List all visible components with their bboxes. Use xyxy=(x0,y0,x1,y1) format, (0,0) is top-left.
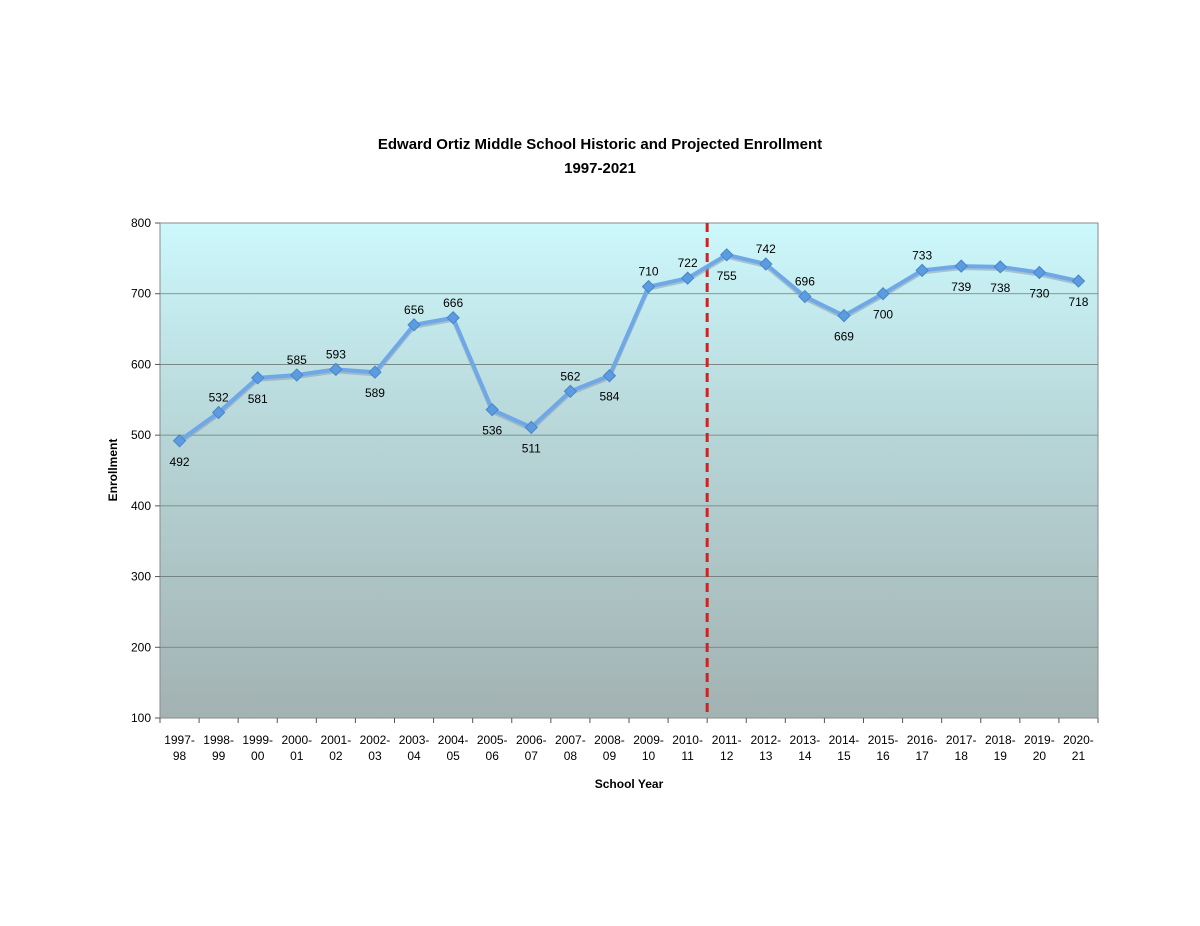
data-point xyxy=(446,311,460,325)
data-point xyxy=(680,271,695,285)
data-label: 722 xyxy=(678,256,698,270)
y-tick-label: 400 xyxy=(131,499,151,513)
data-label: 532 xyxy=(209,391,229,405)
data-point xyxy=(211,405,226,420)
data-point xyxy=(172,434,187,448)
x-tick-label: 1997-98 xyxy=(164,733,195,763)
chart-title: Edward Ortiz Middle School Historic and … xyxy=(377,136,823,153)
data-label: 581 xyxy=(248,392,268,406)
x-tick-label: 2008-09 xyxy=(594,733,625,763)
data-label: 589 xyxy=(365,386,385,400)
data-label: 536 xyxy=(482,424,502,438)
data-point xyxy=(915,263,929,278)
data-label: 593 xyxy=(326,347,346,361)
data-label: 710 xyxy=(639,265,659,279)
data-point xyxy=(563,384,578,399)
x-tick-label: 2016-17 xyxy=(907,733,938,763)
data-label: 584 xyxy=(599,390,619,404)
x-tick-label: 2014-15 xyxy=(829,733,860,763)
x-tick-label: 1999-00 xyxy=(242,733,273,763)
data-label: 585 xyxy=(287,353,307,367)
x-tick-label: 2001-02 xyxy=(321,733,352,763)
data-point xyxy=(641,279,656,294)
data-point xyxy=(251,371,265,385)
data-label: 562 xyxy=(560,369,580,383)
data-label: 700 xyxy=(873,308,893,322)
plot-area xyxy=(159,222,1099,719)
y-tick-label: 700 xyxy=(131,287,151,301)
data-label: 666 xyxy=(443,296,463,310)
data-point xyxy=(329,362,343,377)
data-point xyxy=(407,318,421,332)
x-tick-label: 2012-13 xyxy=(750,733,781,763)
y-tick-label: 200 xyxy=(131,640,151,654)
x-tick-label: 1998-99 xyxy=(203,733,234,763)
x-tick-label: 2002-03 xyxy=(360,733,391,763)
data-point xyxy=(837,308,851,323)
data-point xyxy=(876,287,890,301)
data-label: 755 xyxy=(717,269,737,283)
data-label: 656 xyxy=(404,303,424,317)
data-label: 733 xyxy=(912,248,932,262)
x-tick-label: 2015-16 xyxy=(868,733,899,763)
x-tick-label: 2004-05 xyxy=(438,733,469,763)
data-point xyxy=(1032,265,1047,280)
data-label: 492 xyxy=(170,455,190,469)
x-tick-label: 2013-14 xyxy=(790,733,821,763)
data-label: 739 xyxy=(951,280,971,294)
x-tick-label: 2011-12 xyxy=(712,733,742,763)
data-point xyxy=(798,289,812,304)
x-tick-label: 2018-19 xyxy=(985,733,1016,763)
x-tick-label: 2005-06 xyxy=(477,733,508,763)
data-point xyxy=(290,368,304,382)
x-tick-label: 2000-01 xyxy=(281,733,312,763)
x-tick-label: 2017-18 xyxy=(946,733,977,763)
y-tick-label: 300 xyxy=(131,570,151,584)
series-line xyxy=(178,252,1079,443)
x-tick-label: 2007-08 xyxy=(555,733,586,763)
x-tick-label: 2003-04 xyxy=(399,733,430,763)
x-axis-label: School Year xyxy=(594,777,664,791)
data-label: 511 xyxy=(522,441,541,455)
data-label: 730 xyxy=(1029,287,1049,301)
data-point xyxy=(720,248,734,262)
x-tick-label: 2010-11 xyxy=(672,733,703,763)
x-tick-label: 2019-20 xyxy=(1024,733,1055,763)
data-point xyxy=(993,260,1007,274)
y-tick-label: 600 xyxy=(131,357,151,371)
data-point xyxy=(368,365,382,379)
data-label: 718 xyxy=(1068,295,1088,309)
y-tick-label: 800 xyxy=(131,216,151,230)
y-tick-label: 100 xyxy=(131,711,151,725)
data-point xyxy=(524,420,538,435)
data-point xyxy=(602,369,617,383)
data-point xyxy=(759,257,773,271)
data-point xyxy=(1071,274,1086,288)
data-point xyxy=(954,259,968,273)
chart-subtitle: 1997-2021 xyxy=(564,160,636,177)
data-label: 696 xyxy=(795,275,815,289)
y-tick-label: 500 xyxy=(131,428,151,442)
x-tick-label: 2006-07 xyxy=(516,733,547,763)
data-label: 669 xyxy=(834,330,854,344)
x-tick-label: 2020-21 xyxy=(1063,733,1094,763)
x-tick-label: 2009-10 xyxy=(633,733,664,763)
data-label: 738 xyxy=(990,281,1010,295)
data-point xyxy=(485,402,499,417)
data-label: 742 xyxy=(756,242,776,256)
